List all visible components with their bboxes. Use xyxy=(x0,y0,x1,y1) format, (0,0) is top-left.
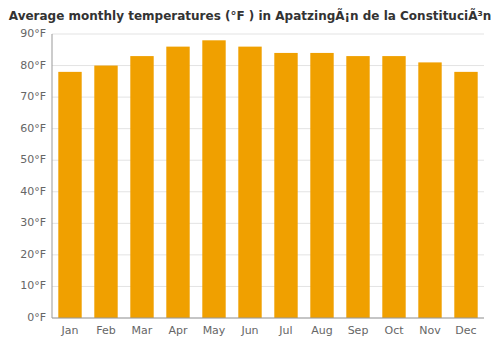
y-tick-label: 30°F xyxy=(20,216,46,229)
y-tick-label: 90°F xyxy=(20,27,46,40)
y-tick-label: 80°F xyxy=(20,59,46,72)
y-tick-label: 50°F xyxy=(20,153,46,166)
bar xyxy=(346,56,369,318)
y-tick-label: 10°F xyxy=(20,279,46,292)
x-tick-label: Nov xyxy=(419,324,441,337)
x-axis-line xyxy=(52,318,484,319)
x-tick-label: Feb xyxy=(96,324,115,337)
bar xyxy=(130,56,153,318)
bar xyxy=(94,66,117,318)
bar xyxy=(382,56,405,318)
bar xyxy=(238,47,261,318)
bar xyxy=(202,40,225,318)
chart: 0°F 10°F 20°F 30°F 40°F 50°F 60°F 70°F 80°F 90°F J… xyxy=(0,0,500,350)
y-tick-label: 20°F xyxy=(20,248,46,261)
title: Average monthly temperatures (°F ) in Ap… xyxy=(9,8,491,23)
x-tick-label: Jun xyxy=(240,324,258,337)
y-axis: 0°F 10°F 20°F 30°F 40°F 50°F 60°F 70°F 80°F 90°F xyxy=(20,27,46,324)
x-tick-label: Jan xyxy=(61,324,79,337)
y-tick-label: 70°F xyxy=(20,90,46,103)
x-tick-label: Apr xyxy=(168,324,188,337)
grid-line xyxy=(52,34,484,35)
x-tick-label: Jul xyxy=(278,324,292,337)
bar xyxy=(310,53,333,318)
x-tick-label: May xyxy=(203,324,226,337)
bars xyxy=(58,40,477,318)
bar xyxy=(454,72,477,318)
bar xyxy=(166,47,189,318)
bar xyxy=(418,62,441,318)
y-tick-label: 40°F xyxy=(20,185,46,198)
grid xyxy=(52,34,484,318)
x-axis: Jan Feb Mar Apr May Jun Jul Aug Sep Oct Nov Dec xyxy=(61,324,477,337)
x-tick-label: Oct xyxy=(384,324,404,337)
x-tick-label: Dec xyxy=(455,324,476,337)
chart-container: 0°F 10°F 20°F 30°F 40°F 50°F 60°F 70°F 80°F 90°F J… xyxy=(0,0,500,350)
y-tick-label: 60°F xyxy=(20,122,46,135)
x-tick-label: Aug xyxy=(311,324,332,337)
x-tick-label: Sep xyxy=(348,324,369,337)
bar xyxy=(274,53,297,318)
x-tick-label: Mar xyxy=(132,324,153,337)
y-tick-label: 0°F xyxy=(27,311,46,324)
y-axis-line xyxy=(52,34,53,318)
grid-line xyxy=(52,318,484,319)
bar xyxy=(58,72,81,318)
